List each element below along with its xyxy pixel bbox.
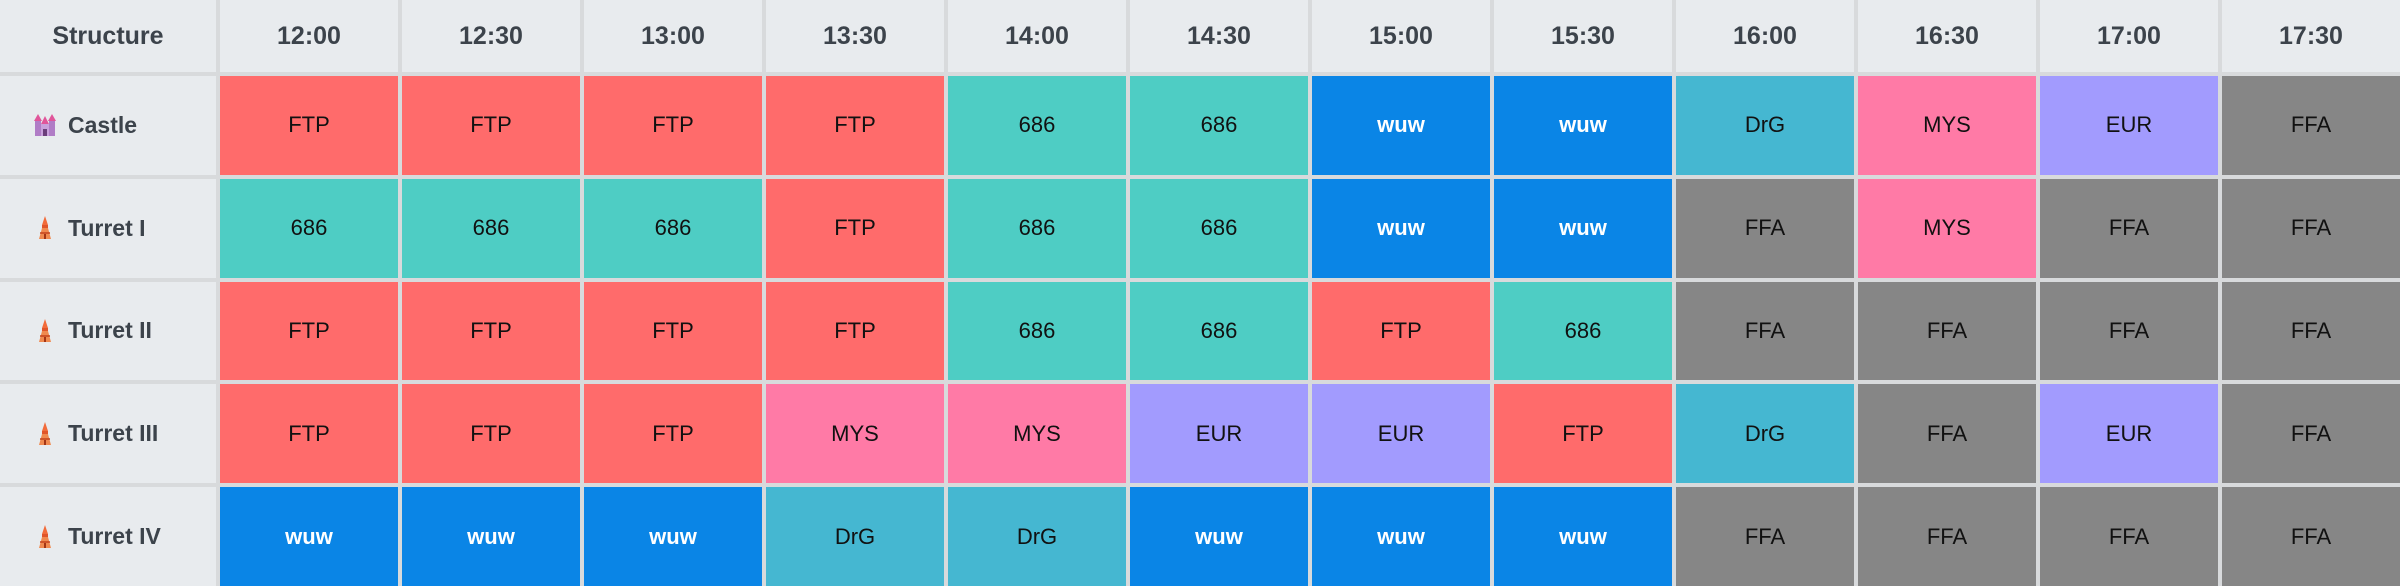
schedule-cell[interactable]: wuw bbox=[1494, 178, 1672, 278]
castle-icon bbox=[34, 113, 56, 137]
schedule-cell[interactable]: FTP bbox=[402, 76, 580, 175]
row-header: Turret III bbox=[0, 384, 216, 484]
schedule-cell[interactable]: FTP bbox=[220, 76, 398, 175]
schedule-cell[interactable]: EUR bbox=[2040, 76, 2218, 175]
schedule-cell[interactable]: FFA bbox=[1858, 384, 2036, 484]
schedule-cell[interactable]: DrG bbox=[766, 487, 944, 586]
schedule-cell[interactable]: wuw bbox=[1494, 487, 1672, 586]
schedule-cell[interactable]: EUR bbox=[1312, 384, 1490, 484]
time-column-header: 13:30 bbox=[766, 0, 944, 72]
schedule-cell[interactable]: FFA bbox=[2222, 76, 2400, 175]
row-header: Turret I bbox=[0, 178, 216, 278]
time-column-header: 16:30 bbox=[1858, 0, 2036, 72]
schedule-cell[interactable]: wuw bbox=[1312, 76, 1490, 175]
row-header: Castle bbox=[0, 76, 216, 175]
schedule-cell[interactable]: wuw bbox=[1312, 487, 1490, 586]
schedule-cell[interactable]: FTP bbox=[220, 281, 398, 381]
schedule-cell[interactable]: MYS bbox=[766, 384, 944, 484]
turret-icon bbox=[34, 216, 56, 240]
schedule-cell[interactable]: FTP bbox=[766, 281, 944, 381]
time-column-header: 13:00 bbox=[584, 0, 762, 72]
schedule-cell[interactable]: FTP bbox=[402, 384, 580, 484]
schedule-cell[interactable]: 686 bbox=[948, 76, 1126, 175]
schedule-cell[interactable]: 686 bbox=[948, 281, 1126, 381]
schedule-cell[interactable]: FTP bbox=[766, 76, 944, 175]
schedule-cell[interactable]: FFA bbox=[1676, 178, 1854, 278]
schedule-cell[interactable]: 686 bbox=[1130, 281, 1308, 381]
row-label: Castle bbox=[68, 111, 138, 138]
schedule-cell[interactable]: wuw bbox=[584, 487, 762, 586]
schedule-cell[interactable]: FFA bbox=[2222, 487, 2400, 586]
schedule-cell[interactable]: FFA bbox=[2040, 281, 2218, 381]
schedule-cell[interactable]: FFA bbox=[2222, 384, 2400, 484]
row-label: Turret III bbox=[68, 420, 159, 447]
time-column-header: 14:30 bbox=[1130, 0, 1308, 72]
schedule-cell[interactable]: FTP bbox=[220, 384, 398, 484]
row-header: Turret II bbox=[0, 281, 216, 381]
schedule-cell[interactable]: FFA bbox=[2222, 281, 2400, 381]
time-column-header: 14:00 bbox=[948, 0, 1126, 72]
schedule-cell[interactable]: EUR bbox=[1130, 384, 1308, 484]
row-label: Turret IV bbox=[68, 523, 161, 550]
schedule-cell[interactable]: 686 bbox=[1130, 178, 1308, 278]
schedule-cell[interactable]: 686 bbox=[220, 178, 398, 278]
row-label: Turret I bbox=[68, 214, 146, 241]
schedule-cell[interactable]: MYS bbox=[1858, 76, 2036, 175]
row-header: Turret IV bbox=[0, 487, 216, 586]
schedule-cell[interactable]: wuw bbox=[1494, 76, 1672, 175]
schedule-cell[interactable]: wuw bbox=[402, 487, 580, 586]
schedule-cell[interactable]: 686 bbox=[402, 178, 580, 278]
schedule-cell[interactable]: FTP bbox=[584, 384, 762, 484]
schedule-cell[interactable]: wuw bbox=[220, 487, 398, 586]
row-label: Turret II bbox=[68, 317, 152, 344]
schedule-cell[interactable]: FFA bbox=[1676, 487, 1854, 586]
schedule-cell[interactable]: FFA bbox=[1858, 281, 2036, 381]
schedule-cell[interactable]: EUR bbox=[2040, 384, 2218, 484]
time-column-header: 15:00 bbox=[1312, 0, 1490, 72]
schedule-cell[interactable]: 686 bbox=[948, 178, 1126, 278]
schedule-cell[interactable]: DrG bbox=[1676, 384, 1854, 484]
schedule-cell[interactable]: 686 bbox=[1130, 76, 1308, 175]
schedule-cell[interactable]: FFA bbox=[1858, 487, 2036, 586]
time-column-header: 17:00 bbox=[2040, 0, 2218, 72]
schedule-cell[interactable]: DrG bbox=[948, 487, 1126, 586]
schedule-cell[interactable]: FTP bbox=[584, 281, 762, 381]
time-column-header: 12:30 bbox=[402, 0, 580, 72]
turret-icon bbox=[34, 524, 56, 549]
schedule-cell[interactable]: FFA bbox=[2040, 487, 2218, 586]
schedule-cell[interactable]: 686 bbox=[1494, 281, 1672, 381]
schedule-cell[interactable]: FFA bbox=[2040, 178, 2218, 278]
time-column-header: 17:30 bbox=[2222, 0, 2400, 72]
schedule-cell[interactable]: FTP bbox=[1312, 281, 1490, 381]
schedule-cell[interactable]: FTP bbox=[1494, 384, 1672, 484]
structure-column-header: Structure bbox=[0, 0, 216, 72]
schedule-cell[interactable]: FTP bbox=[584, 76, 762, 175]
time-column-header: 16:00 bbox=[1676, 0, 1854, 72]
schedule-cell[interactable]: FTP bbox=[402, 281, 580, 381]
turret-icon bbox=[34, 421, 56, 446]
schedule-cell[interactable]: FFA bbox=[1676, 281, 1854, 381]
schedule-cell[interactable]: wuw bbox=[1130, 487, 1308, 586]
time-column-header: 15:30 bbox=[1494, 0, 1672, 72]
turret-icon bbox=[34, 318, 56, 343]
schedule-cell[interactable]: MYS bbox=[948, 384, 1126, 484]
time-column-header: 12:00 bbox=[220, 0, 398, 72]
schedule-cell[interactable]: wuw bbox=[1312, 178, 1490, 278]
schedule-cell[interactable]: DrG bbox=[1676, 76, 1854, 175]
schedule-cell[interactable]: 686 bbox=[584, 178, 762, 278]
schedule-cell[interactable]: MYS bbox=[1858, 178, 2036, 278]
schedule-cell[interactable]: FFA bbox=[2222, 178, 2400, 278]
schedule-cell[interactable]: FTP bbox=[766, 178, 944, 278]
